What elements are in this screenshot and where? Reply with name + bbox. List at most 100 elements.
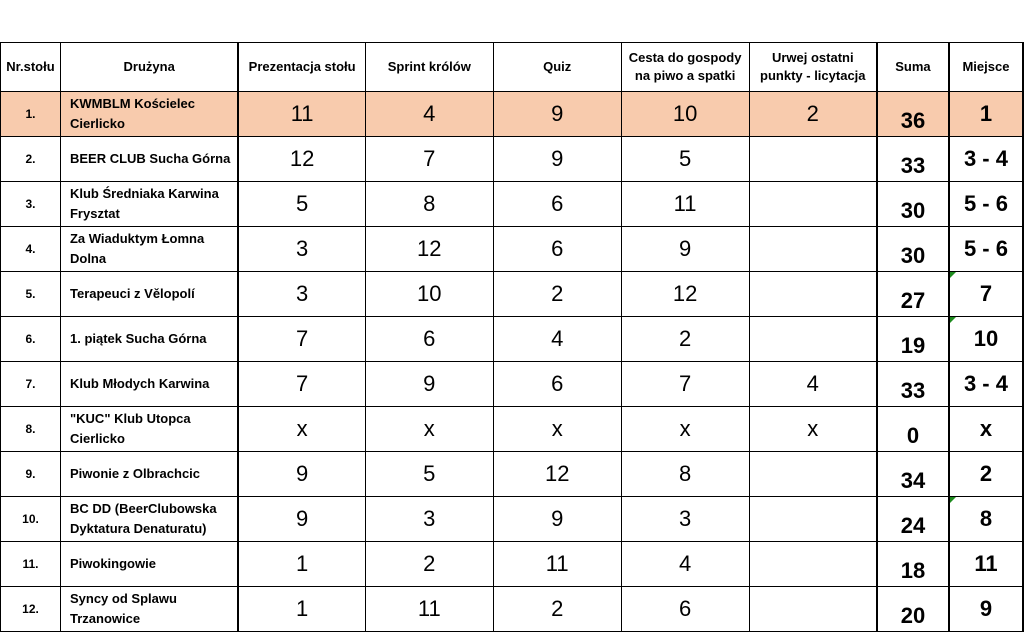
row-number: 6. bbox=[0, 316, 61, 362]
team-name-line1: Klub Młodych Karwina bbox=[69, 376, 210, 391]
score-sprint: 5 bbox=[364, 451, 494, 497]
team-name-line2: Frysztat bbox=[69, 206, 120, 221]
score-quiz: 12 bbox=[492, 451, 622, 497]
placement: 2 bbox=[948, 451, 1024, 497]
score-sprint: 6 bbox=[364, 316, 494, 362]
team-name-line1: Za Wiaduktym Łomna bbox=[69, 231, 205, 246]
total-score: 19 bbox=[875, 316, 950, 362]
score-quiz: 9 bbox=[492, 91, 622, 137]
score-quiz: 2 bbox=[492, 271, 622, 317]
score-sprint: 8 bbox=[364, 181, 494, 227]
total-score: 20 bbox=[875, 586, 950, 632]
team-name-line1: 1. piątek Sucha Górna bbox=[69, 331, 207, 346]
team-name: 1. piątek Sucha Górna bbox=[59, 316, 240, 362]
team-name: Piwonie z Olbrachcic bbox=[59, 451, 240, 497]
team-name-line2: Dolna bbox=[69, 251, 107, 266]
row-number: 12. bbox=[0, 586, 61, 632]
table-row: 9. Piwonie z Olbrachcic 9 5 12 8 34 2 bbox=[0, 451, 1024, 497]
score-cesta: 2 bbox=[620, 316, 750, 362]
score-quiz: 11 bbox=[492, 541, 622, 587]
score-prezentacja: 9 bbox=[237, 451, 366, 497]
score-cesta: x bbox=[620, 406, 750, 452]
team-name-line1: KWMBLM Kościelec bbox=[69, 96, 195, 111]
team-name-line1: "KUC" Klub Utopca bbox=[69, 411, 191, 426]
score-cesta: 8 bbox=[620, 451, 750, 497]
score-prezentacja: 11 bbox=[237, 91, 366, 137]
score-cesta: 4 bbox=[620, 541, 750, 587]
header-cesta-line1: Cesta do gospody bbox=[628, 50, 742, 65]
score-prezentacja: 3 bbox=[237, 226, 366, 272]
score-urwej bbox=[748, 496, 878, 542]
total-score: 27 bbox=[875, 271, 950, 317]
score-prezentacja: x bbox=[237, 406, 366, 452]
placement: 3 - 4 bbox=[948, 136, 1024, 182]
table-row: 11. Piwokingowie 1 2 11 4 18 11 bbox=[0, 541, 1024, 587]
header-cesta-line2: na piwo a spatki bbox=[634, 68, 736, 83]
score-prezentacja: 7 bbox=[237, 316, 366, 362]
header-team: Drużyna bbox=[59, 42, 240, 92]
total-score: 33 bbox=[875, 361, 950, 407]
placement: 11 bbox=[948, 541, 1024, 587]
row-number: 5. bbox=[0, 271, 61, 317]
row-number: 8. bbox=[0, 406, 61, 452]
team-name-line1: Syncy od Splawu bbox=[69, 591, 177, 606]
table-row: 6. 1. piątek Sucha Górna 7 6 4 2 19 10 bbox=[0, 316, 1024, 362]
score-urwej bbox=[748, 451, 878, 497]
header-suma: Suma bbox=[875, 42, 950, 92]
score-prezentacja: 5 bbox=[237, 181, 366, 227]
score-prezentacja: 1 bbox=[237, 541, 366, 587]
team-name: Klub Młodych Karwina bbox=[59, 361, 240, 407]
score-cesta: 10 bbox=[620, 91, 750, 137]
header-quiz: Quiz bbox=[492, 42, 622, 92]
score-quiz: 6 bbox=[492, 181, 622, 227]
total-score: 24 bbox=[875, 496, 950, 542]
placement: 5 - 6 bbox=[948, 181, 1024, 227]
placement: 7 bbox=[948, 271, 1024, 317]
team-name-line1: Terapeuci z Vělopolí bbox=[69, 286, 195, 301]
team-name-line2: Trzanowice bbox=[69, 611, 141, 626]
header-sprint: Sprint królów bbox=[364, 42, 494, 92]
score-cesta: 3 bbox=[620, 496, 750, 542]
score-sprint: 10 bbox=[364, 271, 494, 317]
header-cesta: Cesta do gospody na piwo a spatki bbox=[620, 42, 750, 92]
total-score: 30 bbox=[875, 181, 950, 227]
score-quiz: 9 bbox=[492, 136, 622, 182]
score-quiz: 6 bbox=[492, 226, 622, 272]
placement: 1 bbox=[948, 91, 1024, 137]
team-name: Za Wiaduktym Łomna Dolna bbox=[59, 226, 240, 272]
score-cesta: 9 bbox=[620, 226, 750, 272]
team-name-line2: Cierlicko bbox=[69, 431, 125, 446]
total-score: 0 bbox=[875, 406, 950, 452]
team-name-line2: Dyktatura Denaturatu) bbox=[69, 521, 207, 536]
team-name-line1: Piwokingowie bbox=[69, 556, 156, 571]
team-name: Klub Średniaka Karwina Frysztat bbox=[59, 181, 240, 227]
score-cesta: 11 bbox=[620, 181, 750, 227]
team-name: Syncy od Splawu Trzanowice bbox=[59, 586, 240, 632]
row-number: 7. bbox=[0, 361, 61, 407]
results-table: Nr.stołu Drużyna Prezentacja stołu Sprin… bbox=[0, 42, 1024, 632]
score-prezentacja: 7 bbox=[237, 361, 366, 407]
row-number: 10. bbox=[0, 496, 61, 542]
header-urwej-line2: punkty - licytacja bbox=[760, 68, 866, 83]
placement: 9 bbox=[948, 586, 1024, 632]
score-sprint: 3 bbox=[364, 496, 494, 542]
score-urwej bbox=[748, 541, 878, 587]
score-quiz: 9 bbox=[492, 496, 622, 542]
total-score: 34 bbox=[875, 451, 950, 497]
row-number: 9. bbox=[0, 451, 61, 497]
score-sprint: 4 bbox=[364, 91, 494, 137]
score-cesta: 12 bbox=[620, 271, 750, 317]
row-number: 4. bbox=[0, 226, 61, 272]
score-quiz: 2 bbox=[492, 586, 622, 632]
score-cesta: 6 bbox=[620, 586, 750, 632]
header-miejsce: Miejsce bbox=[948, 42, 1024, 92]
score-urwej: 4 bbox=[748, 361, 878, 407]
team-name: KWMBLM Kościelec Cierlicko bbox=[59, 91, 240, 137]
score-urwej bbox=[748, 181, 878, 227]
row-number: 3. bbox=[0, 181, 61, 227]
team-name: Piwokingowie bbox=[59, 541, 240, 587]
table-row: 4. Za Wiaduktym Łomna Dolna 3 12 6 9 30 5 - 6 bbox=[0, 226, 1024, 272]
score-cesta: 7 bbox=[620, 361, 750, 407]
row-number: 11. bbox=[0, 541, 61, 587]
score-prezentacja: 9 bbox=[237, 496, 366, 542]
